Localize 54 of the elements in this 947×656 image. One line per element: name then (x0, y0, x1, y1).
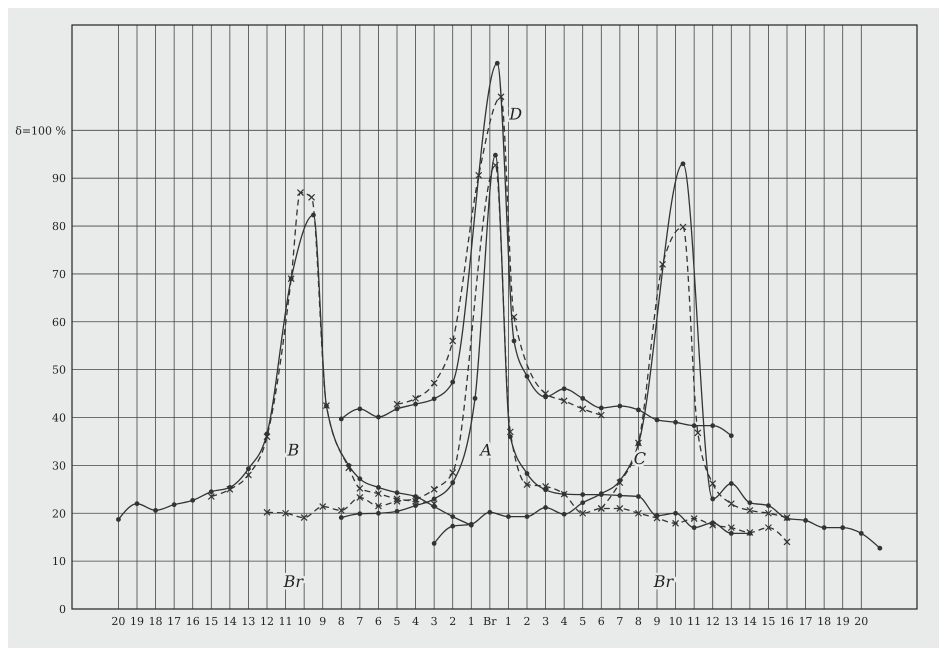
x-tick-label: 17 (798, 615, 813, 628)
x-tick-label: 8 (338, 615, 345, 628)
x-tick-label: 14 (222, 615, 237, 628)
y-tick-label: 40 (52, 412, 66, 425)
y-tick-label: 0 (59, 603, 66, 616)
x-tick-label: 7 (356, 615, 364, 628)
x-tick-label: 10 (668, 615, 683, 628)
y-tick-label: δ=100 % (15, 124, 66, 138)
x-tick-label: 17 (167, 615, 182, 628)
x-tick-label: 6 (374, 615, 382, 628)
y-tick-label: 10 (52, 555, 66, 568)
y-tick-label: 70 (52, 268, 66, 281)
x-tick-label: 10 (297, 615, 312, 628)
x-tick-label: 18 (817, 615, 832, 628)
x-tick-label: 16 (186, 615, 200, 628)
annotation: B (286, 440, 300, 460)
y-tick-label: 20 (52, 507, 66, 520)
y-tick-label: 30 (52, 459, 66, 472)
x-tick-label: 20 (111, 615, 126, 628)
x-tick-label: 15 (204, 615, 218, 628)
x-tick-label: 13 (241, 615, 256, 628)
x-tick-label: 11 (278, 615, 293, 628)
x-tick-label: 20 (854, 615, 868, 628)
x-tick-label: 1 (468, 615, 475, 628)
x-tick-label: 12 (706, 615, 720, 628)
y-tick-label: 50 (52, 364, 66, 377)
annotation: D (508, 104, 522, 124)
x-tick-label: 3 (542, 615, 550, 628)
x-tick-label: 18 (148, 615, 163, 628)
x-tick-label: 14 (742, 615, 757, 628)
x-tick-label: 11 (687, 615, 702, 628)
x-tick-label: Br (483, 615, 498, 628)
x-tick-label: 2 (449, 615, 456, 628)
x-tick-label: 6 (598, 615, 605, 628)
y-tick-label: 90 (52, 172, 66, 186)
x-tick-label: 3 (430, 615, 438, 628)
x-tick-label: 15 (761, 615, 776, 628)
x-tick-label: 19 (130, 615, 144, 628)
x-tick-label: 5 (579, 615, 586, 628)
x-tick-label: 16 (780, 615, 794, 628)
x-tick-label: 12 (260, 615, 274, 628)
y-tick-label: 60 (52, 316, 66, 329)
x-tick-label: 9 (319, 615, 326, 628)
x-tick-label: 7 (616, 615, 624, 628)
x-tick-label: 4 (412, 615, 420, 628)
y-tick-label: 80 (52, 220, 66, 234)
x-tick-label: 2 (524, 615, 530, 628)
x-tick-label: 5 (394, 615, 400, 628)
x-tick-label: 13 (724, 615, 738, 628)
x-tick-label: 4 (560, 615, 568, 628)
x-tick-label: 8 (634, 615, 642, 628)
x-tick-label: 19 (836, 615, 850, 628)
x-tick-label: 9 (654, 615, 660, 628)
x-tick-label: 1 (504, 615, 512, 628)
